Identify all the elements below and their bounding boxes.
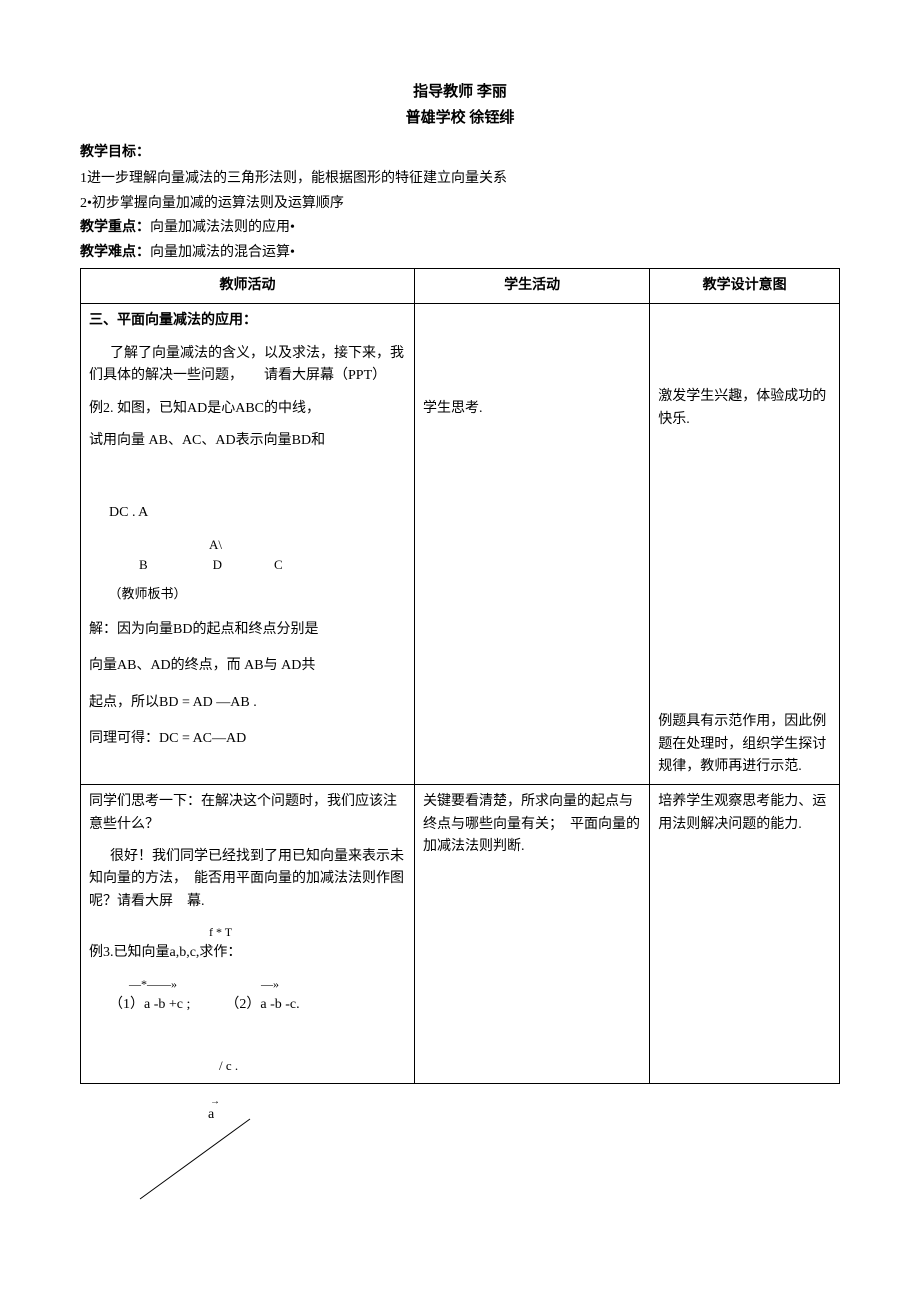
intent-1a: 激发学生兴趣，体验成功的快乐. <box>658 386 831 431</box>
emphasis-line: 教学重点：向量加减法法则的应用• <box>80 217 840 239</box>
teacher-p4: DC . A <box>89 502 406 524</box>
teacher-p2: 例2. 如图，已知AD是心ABC的中线， <box>89 398 406 420</box>
cell-student-2: 关键要看清楚，所求向量的起点与终点与哪些向量有关； 平面向量的加减法法则判断. <box>414 785 649 1084</box>
teacher-p5: （教师板书） <box>89 584 406 605</box>
header-title: 指导教师 李丽 <box>80 80 840 104</box>
vector-line-svg <box>130 1104 310 1204</box>
th-intent: 教学设计意图 <box>650 268 840 303</box>
cell-teacher-1: 三、平面向量减法的应用： 了解了向量减法的含义，以及求法，接下来，我们具体的解决… <box>81 304 415 785</box>
goal-1: 1进一步理解向量减法的三角形法则，能根据图形的特征建立向量关系 <box>80 168 840 190</box>
teacher2-p3: 例3.已知向量a,b,c,求作： <box>89 942 406 964</box>
emphasis-text: 向量加减法法则的应用• <box>150 220 295 235</box>
cell-student-1: 学生思考. <box>414 304 649 785</box>
difficulty-line: 教学难点：向量加减法的混合运算• <box>80 242 840 264</box>
difficulty-text: 向量加减法的混合运算• <box>150 245 295 260</box>
tri-bdc: B D C <box>89 555 406 576</box>
teacher2-arrows: —*——» —» <box>89 975 406 994</box>
vector-diagram: a <box>130 1104 840 1214</box>
goal-2: 2•初步掌握向量加减的运算法则及运算顺序 <box>80 193 840 215</box>
teacher2-p1: 同学们思考一下：在解决这个问题时，我们应该注意些什么？ <box>89 791 406 836</box>
goals-label: 教学目标： <box>80 142 840 164</box>
student-2: 关键要看清楚，所求向量的起点与终点与哪些向量有关； 平面向量的加减法法则判断. <box>423 791 641 858</box>
th-student: 学生活动 <box>414 268 649 303</box>
teacher-p8: 起点，所以BD = AD —AB . <box>89 692 406 714</box>
teacher-p6: 解：因为向量BD的起点和终点分别是 <box>89 619 406 641</box>
teacher-p3: 试用向量 AB、AC、AD表示向量BD和 <box>89 430 406 452</box>
teacher2-c: / c . <box>89 1056 406 1077</box>
table-row: 同学们思考一下：在解决这个问题时，我们应该注意些什么？ 很好！我们同学已经找到了… <box>81 785 840 1084</box>
cell-intent-1: 激发学生兴趣，体验成功的快乐. 例题具有示范作用，因此例题在处理时，组织学生探讨… <box>650 304 840 785</box>
cell-intent-2: 培养学生观察思考能力、运用法则解决问题的能力. <box>650 785 840 1084</box>
teacher2-small: f * T <box>89 923 406 942</box>
cell-teacher-2: 同学们思考一下：在解决这个问题时，我们应该注意些什么？ 很好！我们同学已经找到了… <box>81 785 415 1084</box>
tri-a-label: A\ <box>89 535 406 556</box>
teacher2-p4: （1）a -b +c ; （2）a -b -c. <box>89 994 406 1016</box>
th-teacher: 教师活动 <box>81 268 415 303</box>
lesson-table: 教师活动 学生活动 教学设计意图 三、平面向量减法的应用： 了解了向量减法的含义… <box>80 268 840 1084</box>
table-row: 三、平面向量减法的应用： 了解了向量减法的含义，以及求法，接下来，我们具体的解决… <box>81 304 840 785</box>
student-1: 学生思考. <box>423 398 641 420</box>
intent-1b: 例题具有示范作用，因此例题在处理时，组织学生探讨规律，教师再进行示范. <box>658 711 831 778</box>
teacher-p1: 了解了向量减法的含义，以及求法，接下来，我们具体的解决一些问题， 请看大屏幕（P… <box>89 343 406 388</box>
teacher-p9: 同理可得：DC = AC—AD <box>89 728 406 750</box>
difficulty-label: 教学难点： <box>80 245 150 260</box>
vector-arrow-icon: a <box>208 1104 214 1126</box>
emphasis-label: 教学重点： <box>80 220 150 235</box>
header-subtitle: 普雄学校 徐铚绯 <box>80 106 840 130</box>
teacher-p7: 向量AB、AD的终点，而 AB与 AD共 <box>89 655 406 677</box>
intent-2: 培养学生观察思考能力、运用法则解决问题的能力. <box>658 791 831 836</box>
vector-a-label: a <box>208 1104 214 1126</box>
teacher2-p2: 很好！我们同学已经找到了用已知向量来表示未知向量的方法， 能否用平面向量的加减法… <box>89 846 406 913</box>
section-title: 三、平面向量减法的应用： <box>89 310 406 332</box>
